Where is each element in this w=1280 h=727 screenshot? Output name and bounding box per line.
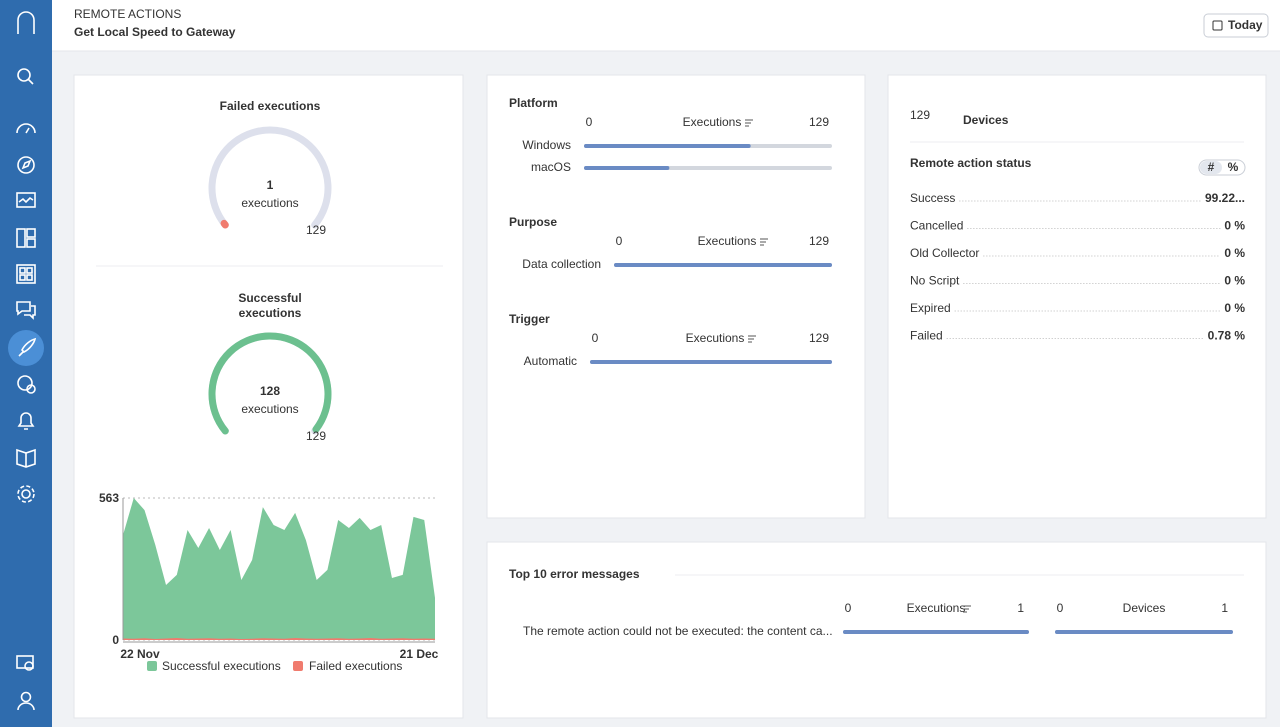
date-button[interactable]: Today: [1203, 13, 1269, 38]
sort-icon: [963, 605, 971, 613]
status-label: Cancelled: [910, 219, 963, 233]
status-value: 0 %: [1224, 219, 1245, 233]
gauge-unit: executions: [241, 196, 298, 210]
bar-label: Automatic: [524, 354, 577, 368]
axis-max: 129: [809, 234, 829, 248]
gauge-value: [220, 219, 229, 229]
section-title: Trigger: [509, 312, 550, 326]
axis-min: 0: [1057, 601, 1064, 615]
help-icon[interactable]: [16, 655, 34, 671]
status-value: 0 %: [1224, 274, 1245, 288]
section-title: Platform: [509, 96, 558, 110]
axis-min: 0: [616, 234, 623, 248]
gauge-value: [208, 332, 332, 435]
breadcrumb: REMOTE ACTIONS: [74, 7, 181, 21]
axis-title: Executions: [686, 331, 745, 345]
toggle-active[interactable]: [1200, 161, 1222, 174]
legend-label: Successful executions: [162, 659, 281, 673]
x-label: 21 Dec: [400, 647, 439, 661]
axis-title: Devices: [1123, 601, 1166, 615]
y-tick-label: 0: [112, 633, 119, 647]
bar-label: Data collection: [522, 257, 601, 271]
chat-icon[interactable]: [16, 301, 36, 320]
legend-label: Failed executions: [309, 659, 402, 673]
fingerprint-icon[interactable]: [17, 375, 36, 394]
page-title: Get Local Speed to Gateway: [74, 25, 236, 39]
status-value: 99.22...: [1205, 191, 1245, 205]
status-label: Expired: [910, 301, 951, 315]
nav-icons: [8, 68, 44, 711]
status-label: No Script: [910, 274, 960, 288]
status-title: Remote action status: [910, 156, 1032, 170]
axis-max: 129: [809, 115, 829, 129]
status-label: Failed: [910, 329, 943, 343]
status-value: 0 %: [1224, 246, 1245, 260]
gauge-max: 129: [306, 429, 326, 443]
gauge-title: Failed executions: [220, 99, 321, 113]
area: [123, 637, 435, 640]
x-label: 22 Nov: [120, 647, 160, 661]
apps-icon[interactable]: [16, 264, 36, 284]
status-value: 0.78 %: [1208, 329, 1246, 343]
layout-icon[interactable]: [16, 228, 36, 248]
axis-max: 129: [809, 331, 829, 345]
error-message: The remote action could not be executed:…: [523, 624, 833, 638]
axis-min: 0: [845, 601, 852, 615]
status-label: Old Collector: [910, 246, 979, 260]
date-button-label[interactable]: Today: [1228, 18, 1263, 32]
axis-max: 1: [1017, 601, 1024, 615]
gauge-track: [208, 126, 332, 229]
device-unit: Devices: [963, 113, 1009, 127]
axis-min: 0: [586, 115, 593, 129]
axis-title: Executions: [907, 601, 966, 615]
axis-title: Executions: [698, 234, 757, 248]
toggle-option: #: [1208, 160, 1215, 174]
toggle-option: %: [1228, 160, 1239, 174]
axis-title: Executions: [683, 115, 742, 129]
bar-label: Windows: [522, 138, 571, 152]
sort-icon: [745, 119, 753, 127]
sort-icon: [760, 238, 768, 246]
area: [123, 498, 435, 640]
gauge-unit: executions: [241, 402, 298, 416]
y-tick-label: 563: [99, 491, 119, 505]
gauge-value-label: 128: [260, 384, 280, 398]
bell-icon[interactable]: [17, 412, 35, 430]
axis-max: 1: [1221, 601, 1228, 615]
monitor-icon[interactable]: [16, 192, 36, 208]
active-item[interactable]: [8, 330, 44, 366]
gauge-title: Successful executions: [238, 291, 301, 320]
settings-icon[interactable]: [17, 485, 35, 503]
dashboard-icon[interactable]: [16, 123, 36, 134]
device-count: 129: [910, 108, 930, 122]
gauge-value-label: 1: [267, 178, 274, 192]
compass-icon[interactable]: [17, 156, 35, 174]
axis-min: 0: [592, 331, 599, 345]
search-icon[interactable]: [17, 68, 34, 85]
legend-swatch: [147, 661, 157, 671]
content: Failed executions 1 executions 129 Successfu…: [99, 96, 1246, 673]
logo: [17, 11, 35, 34]
header: [52, 0, 1280, 51]
breakdown-card: [486, 74, 866, 519]
gauge-max: 129: [306, 223, 326, 237]
section-title: Top 10 error messages: [509, 567, 640, 581]
status-value: 0 %: [1224, 301, 1245, 315]
sort-icon: [748, 335, 756, 343]
legend-swatch: [293, 661, 303, 671]
book-icon[interactable]: [16, 448, 36, 468]
user-icon[interactable]: [17, 691, 35, 711]
section-title: Purpose: [509, 215, 557, 229]
bar-label: macOS: [531, 160, 571, 174]
rocket-icon: [18, 337, 37, 357]
devices-card: [887, 74, 1267, 519]
status-label: Success: [910, 191, 955, 205]
